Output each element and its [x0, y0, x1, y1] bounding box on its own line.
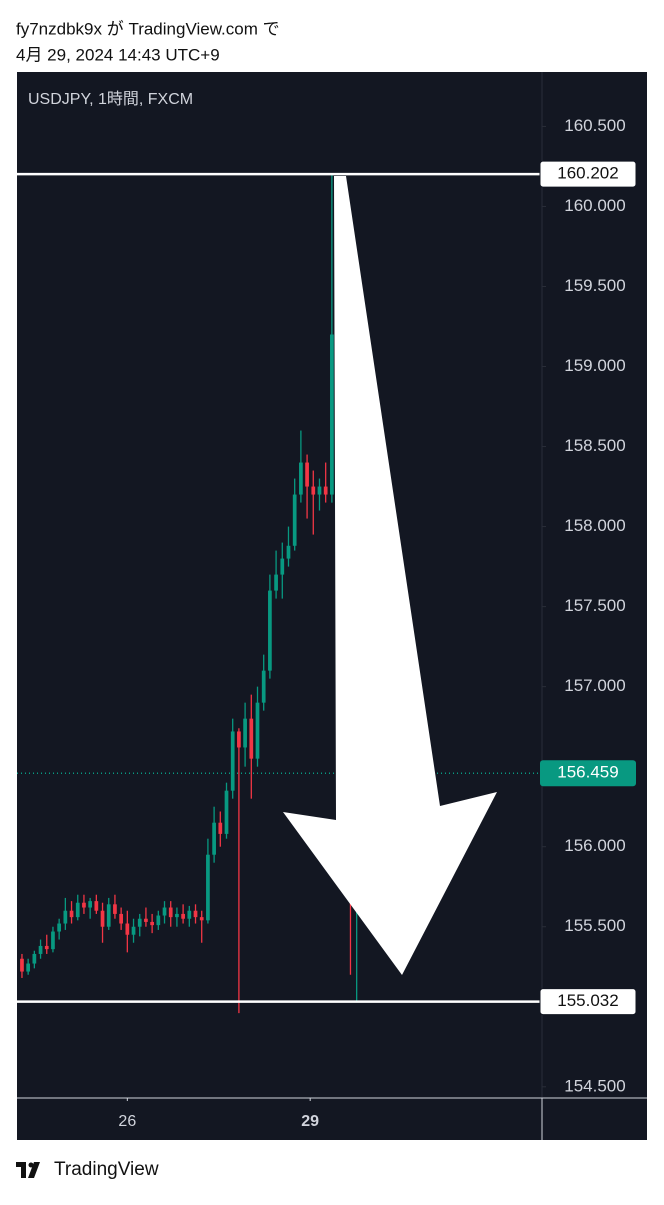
candle-body	[274, 574, 278, 591]
candle-body	[57, 923, 62, 932]
candle-body	[168, 907, 173, 918]
price-label: 160.202	[557, 164, 618, 183]
chart-title: USDJPY, 1時間, FXCM	[28, 90, 193, 108]
candle-body	[75, 902, 80, 918]
candle-body	[82, 902, 86, 908]
candle-body	[20, 958, 24, 972]
candle-body	[88, 901, 92, 908]
candle-body	[206, 854, 210, 921]
candle-body	[63, 910, 68, 924]
candle-body	[137, 918, 142, 927]
candle-body	[286, 545, 291, 559]
candle-body	[268, 590, 272, 671]
candle-body	[26, 963, 31, 972]
candle-body	[51, 931, 55, 950]
candle-body	[113, 904, 117, 914]
candle-body	[131, 926, 136, 935]
candle-body	[144, 918, 148, 922]
y-tick-label: 159.500	[564, 276, 625, 295]
candle-body	[44, 945, 49, 950]
candle-body	[280, 558, 285, 575]
y-tick-label: 160.500	[564, 116, 625, 135]
candle-body	[162, 907, 167, 916]
y-tick-label: 160.000	[564, 196, 625, 215]
last-price-label: 156.459	[557, 763, 618, 782]
x-tick-label: 29	[301, 1113, 319, 1130]
candle-body	[106, 904, 111, 927]
share-line: fy7nzdbk9x が TradingView.com で	[16, 19, 280, 38]
y-tick-label: 156.000	[564, 836, 625, 855]
candle-body	[330, 334, 334, 495]
candle-body	[305, 462, 309, 487]
candle-body	[38, 945, 43, 954]
candle-body	[243, 718, 247, 748]
candle-body	[292, 494, 297, 546]
candle-body	[187, 910, 192, 919]
price-label-box	[539, 988, 637, 1016]
candle-body	[323, 486, 328, 495]
y-tick-label: 157.500	[564, 596, 625, 615]
y-tick-label: 158.000	[564, 516, 625, 535]
candle-body	[230, 731, 235, 791]
candle-body	[94, 901, 99, 911]
x-tick-label: 26	[118, 1113, 136, 1130]
candle-body	[237, 731, 241, 748]
logo-dot	[28, 1162, 34, 1168]
candle-body	[175, 913, 179, 918]
candle-body	[150, 921, 154, 926]
candle-body	[199, 917, 204, 921]
share-date: 4月 29, 2024 14:43 UTC+9	[16, 45, 220, 64]
candle-body	[193, 910, 198, 918]
logo-icon	[16, 1162, 40, 1178]
y-tick-label: 157.000	[564, 676, 625, 695]
candle-body	[212, 822, 216, 855]
candle-body	[261, 670, 266, 703]
candle-body	[156, 915, 161, 926]
candle-body	[69, 910, 74, 918]
footer-logo	[16, 1162, 40, 1178]
y-tick-label: 159.000	[564, 356, 625, 375]
candle-body	[299, 462, 303, 495]
price-label-box	[539, 160, 637, 188]
price-labels: 160.500 160.000 159.500 159.000 158.500 158.0…	[118, 116, 637, 1130]
candle-body	[311, 486, 316, 495]
candle-body	[119, 913, 123, 924]
candle-body	[249, 718, 254, 759]
candle-body	[218, 822, 223, 834]
candle-body	[181, 913, 185, 919]
candle-body	[224, 790, 229, 834]
last-price-box	[540, 760, 636, 787]
candle-body	[100, 910, 105, 927]
candle-body	[125, 923, 130, 935]
price-label: 155.032	[557, 991, 618, 1010]
candle-body	[317, 486, 322, 495]
y-tick-label: 155.500	[564, 916, 625, 935]
y-tick-label: 154.500	[564, 1076, 625, 1095]
candle-body	[32, 953, 37, 964]
y-tick-label: 158.500	[564, 436, 625, 455]
brand: TradingView	[54, 1159, 159, 1180]
candle-body	[255, 702, 260, 759]
down-arrow	[283, 176, 497, 975]
